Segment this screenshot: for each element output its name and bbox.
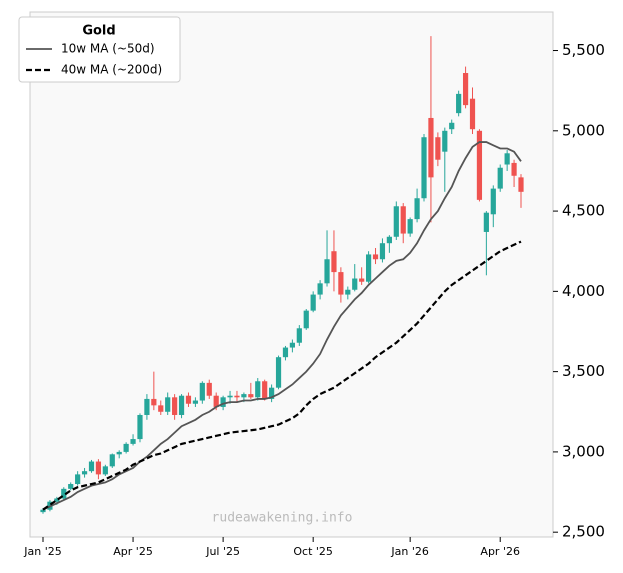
candle-body [497, 167, 503, 189]
candle-body [379, 243, 386, 260]
candle-body [172, 397, 178, 415]
candle-body [338, 272, 344, 295]
y-tick-label: 5,000 [562, 121, 605, 139]
candle-body [185, 395, 192, 404]
plot-area [29, 11, 554, 538]
y-tick-label: 4,500 [562, 202, 605, 220]
candle-body [269, 387, 275, 399]
candle-body [137, 414, 143, 440]
candle-body [227, 395, 233, 398]
x-tick-label: Oct '25 [293, 545, 333, 558]
y-tick-label: 3,000 [562, 442, 605, 460]
candle-body [241, 394, 247, 398]
candle-body [462, 73, 469, 106]
candle-body [151, 398, 157, 406]
candle-body [490, 188, 496, 215]
candle-body [54, 498, 60, 502]
candle-body [469, 98, 476, 130]
candle-body [345, 289, 351, 295]
candle-body [518, 177, 524, 192]
candle-body [504, 153, 510, 165]
candle-body [442, 130, 448, 152]
x-tick-label: Jan '26 [390, 545, 428, 558]
candle-body [255, 381, 261, 398]
candle-body [317, 283, 323, 295]
candle-body [206, 382, 212, 396]
legend: Gold 10w MA (~50d) 40w MA (~200d) [18, 16, 181, 83]
x-tick-label: Apr '25 [113, 545, 153, 558]
x-tick-label: Jan '25 [23, 545, 61, 558]
candle-body [275, 357, 282, 388]
candle-body [303, 310, 309, 329]
candle-body [199, 382, 205, 401]
x-tick-label: Apr '26 [480, 545, 520, 558]
candle-body [324, 259, 330, 284]
candle-body [144, 398, 150, 415]
candle-body [109, 454, 115, 467]
candle-body [407, 219, 413, 234]
ma-line [42, 141, 522, 511]
y-tick-label: 4,000 [562, 282, 605, 300]
candle-body [359, 278, 365, 282]
candle-body [414, 198, 420, 220]
legend-title: Gold [82, 24, 115, 39]
candle-body [130, 439, 136, 444]
watermark: rudeawakening.info [212, 511, 353, 526]
candle-body [81, 471, 88, 475]
candle-body [456, 93, 462, 114]
candle-body [296, 328, 302, 343]
candle-body [511, 162, 517, 176]
candle-body [372, 254, 379, 260]
candle-body [352, 278, 358, 290]
ma-line [42, 240, 522, 511]
plot [40, 36, 524, 514]
candle-body [213, 395, 219, 407]
y-tick-label: 5,500 [562, 41, 605, 59]
candle-body [234, 395, 240, 398]
candle-body [282, 347, 289, 358]
candle-body [365, 254, 372, 282]
candle-body [192, 400, 199, 404]
candle-body [262, 381, 268, 399]
legend-label: 10w MA (~50d) [61, 42, 155, 56]
candle-body [75, 474, 81, 485]
candle-body [289, 342, 295, 348]
candle-body [476, 130, 483, 200]
candle-body [220, 397, 226, 407]
y-tick-label: 3,500 [562, 362, 605, 380]
candle-body [386, 236, 392, 244]
candle-body [95, 461, 102, 475]
legend-label: 40w MA (~200d) [61, 63, 162, 77]
candle-body [400, 206, 406, 234]
candle-body [88, 461, 95, 472]
legend-box [18, 16, 181, 83]
candle-body [165, 397, 171, 412]
candle-body [331, 251, 337, 273]
candle-body [428, 117, 434, 178]
candle-body [40, 509, 46, 513]
candle-body [102, 466, 108, 475]
candle-body [310, 294, 316, 311]
y-tick-label: 2,500 [562, 523, 605, 541]
candle-body [68, 484, 74, 489]
candle-body [158, 405, 164, 412]
candle-body [61, 488, 67, 499]
candle-body [178, 395, 185, 415]
candle-body [123, 443, 129, 452]
candle-body [483, 212, 489, 232]
candle-body [435, 137, 441, 160]
x-tick-label: Jul '25 [205, 545, 240, 558]
candle-body [116, 451, 122, 455]
candle-body [248, 394, 254, 398]
candle-body [421, 137, 427, 199]
candle-body [449, 122, 455, 130]
candle-body [393, 206, 399, 237]
